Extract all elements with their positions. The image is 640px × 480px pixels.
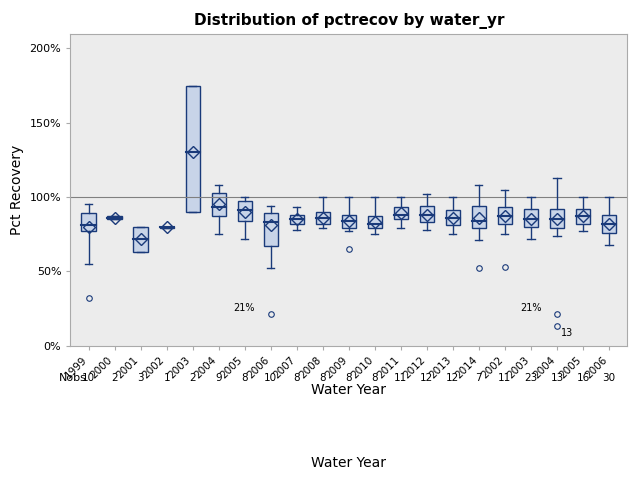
Bar <box>445 210 460 225</box>
Text: Nobs: Nobs <box>60 373 87 383</box>
Text: 21%: 21% <box>234 303 255 313</box>
Bar <box>212 192 226 216</box>
Text: 10: 10 <box>82 373 95 383</box>
Text: 16: 16 <box>577 373 589 383</box>
Text: 12: 12 <box>420 373 433 383</box>
Text: 7: 7 <box>476 373 482 383</box>
Text: 11: 11 <box>499 373 511 383</box>
Text: 21%: 21% <box>520 303 541 313</box>
Bar <box>420 206 434 222</box>
Text: 13: 13 <box>550 373 564 383</box>
Bar <box>316 212 330 224</box>
Bar <box>81 214 96 231</box>
Text: 12: 12 <box>446 373 460 383</box>
Bar <box>602 215 616 233</box>
Bar <box>290 215 304 224</box>
Text: 3: 3 <box>138 373 144 383</box>
Bar <box>367 216 382 228</box>
Bar <box>576 209 590 224</box>
Text: 9: 9 <box>216 373 222 383</box>
Text: 8: 8 <box>371 373 378 383</box>
Y-axis label: Pct Recovery: Pct Recovery <box>10 144 24 235</box>
Bar <box>550 209 564 228</box>
Text: 13: 13 <box>561 328 573 338</box>
Text: 10: 10 <box>264 373 277 383</box>
Text: 2: 2 <box>111 373 118 383</box>
Text: 8: 8 <box>241 373 248 383</box>
Text: 8: 8 <box>346 373 352 383</box>
Text: 8: 8 <box>319 373 326 383</box>
Bar <box>524 209 538 227</box>
X-axis label: Water Year: Water Year <box>311 383 387 397</box>
Text: 30: 30 <box>602 373 616 383</box>
Bar <box>108 216 122 219</box>
Bar <box>342 215 356 228</box>
Bar <box>472 206 486 228</box>
Bar <box>186 85 200 212</box>
Text: Water Year: Water Year <box>311 456 387 470</box>
Bar <box>264 214 278 246</box>
Text: 1: 1 <box>163 373 170 383</box>
Bar <box>394 207 408 219</box>
Bar <box>159 227 174 228</box>
Text: 2: 2 <box>189 373 196 383</box>
Text: 8: 8 <box>294 373 300 383</box>
Text: 11: 11 <box>394 373 408 383</box>
Title: Distribution of pctrecov by water_yr: Distribution of pctrecov by water_yr <box>193 13 504 29</box>
Bar <box>498 207 512 224</box>
Bar <box>237 202 252 221</box>
Bar <box>134 227 148 252</box>
Text: 23: 23 <box>524 373 538 383</box>
